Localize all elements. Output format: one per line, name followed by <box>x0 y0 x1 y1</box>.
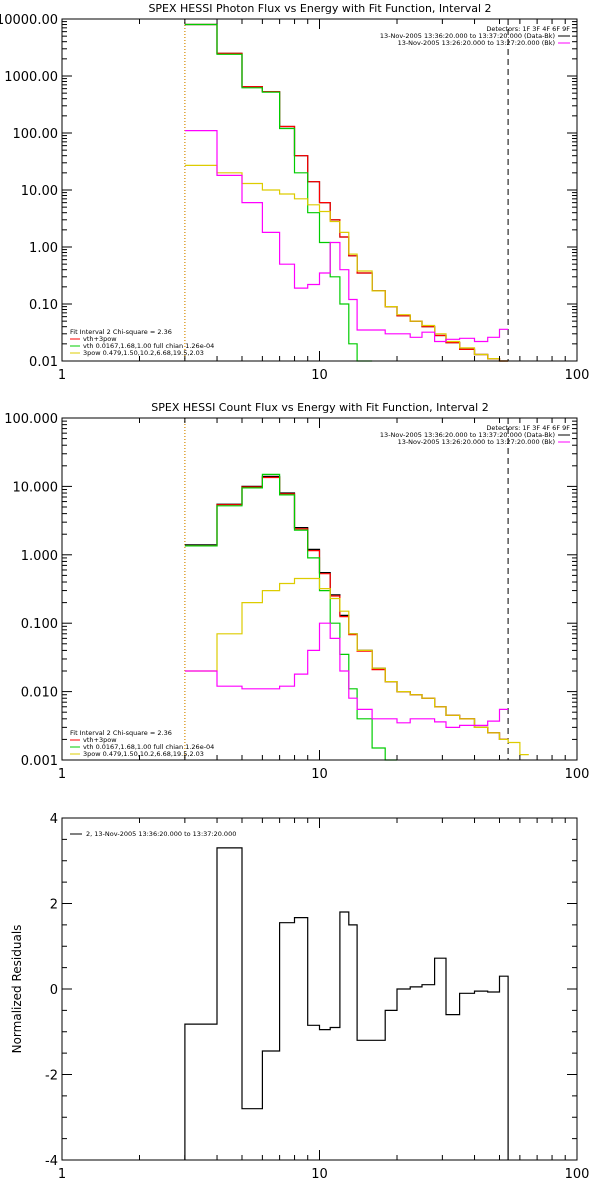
series-line <box>184 622 509 728</box>
y-axis-label: Normalized Residuals <box>10 925 24 1054</box>
count-flux-panel: SPEX HESSI Count Flux vs Energy with Fit… <box>4 401 589 782</box>
legend-text: vth+3pow <box>83 335 117 343</box>
x-tick-label: 100 <box>565 368 590 383</box>
series-line <box>184 164 509 362</box>
series-line <box>184 476 509 740</box>
series-line <box>184 847 509 1160</box>
residuals-panel: 1 10 100 -4 -2 0 2 4 Normalized Residuals 2, 13… <box>10 812 589 1182</box>
y-tick-label: 10.00 <box>21 184 58 199</box>
legend-text: Fit Interval 2 Chi-square = 2.36 <box>70 328 172 336</box>
legend-text: 13-Nov-2005 13:36:20.000 to 13:37:20.000… <box>380 32 555 40</box>
x-tick-label: 10 <box>311 1167 328 1182</box>
legend-topright: Detectors: 1F 3F 4F 6F 9F 13-Nov-2005 13… <box>380 25 570 47</box>
y-tick-label: 100.000 <box>4 412 58 427</box>
x-tick-label: 1 <box>58 368 66 383</box>
y-tick-label: 10.000 <box>13 480 59 495</box>
legend-topleft: 2, 13-Nov-2005 13:36:20.000 to 13:37:20.… <box>70 830 236 838</box>
legend-text: Detectors: 1F 3F 4F 6F 9F <box>486 25 570 33</box>
legend-text: Fit Interval 2 Chi-square = 2.36 <box>70 729 172 737</box>
y-tick-label: -2 <box>45 1069 58 1084</box>
y-tick-label: 100.00 <box>13 127 59 142</box>
legend-text: vth 0.0167,1.68,1.00 full chian 1.26e-04 <box>83 342 214 350</box>
y-tick-label: 10000.00 <box>0 13 58 28</box>
legend-topright: Detectors: 1F 3F 4F 6F 9F 13-Nov-2005 13… <box>380 424 570 446</box>
series-line <box>184 23 509 362</box>
series-line <box>184 473 397 761</box>
chart-title: SPEX HESSI Count Flux vs Energy with Fit… <box>151 401 488 414</box>
photon-flux-panel: SPEX HESSI Photon Flux vs Energy with Fi… <box>0 2 589 383</box>
y-tick-label: 0.001 <box>21 754 58 769</box>
y-tick-label: 0 <box>50 983 58 998</box>
legend-text: 13-Nov-2005 13:36:20.000 to 13:37:20.000… <box>380 431 555 439</box>
legend-bottomleft: Fit Interval 2 Chi-square = 2.36 vth+3po… <box>70 328 214 357</box>
y-tick-label: 0.010 <box>21 686 58 701</box>
x-tick-label: 100 <box>565 1167 590 1182</box>
y-tick-label: 2 <box>50 898 58 913</box>
series-line <box>184 23 373 362</box>
x-tick-label: 1 <box>58 767 66 782</box>
x-tick-label: 10 <box>311 767 328 782</box>
series-line <box>184 130 509 343</box>
legend-bottomleft: Fit Interval 2 Chi-square = 2.36 vth+3po… <box>70 729 214 758</box>
legend-text: Detectors: 1F 3F 4F 6F 9F <box>486 424 570 432</box>
series-line <box>184 577 529 756</box>
y-tick-label: 1.00 <box>29 241 58 256</box>
legend-text: 2, 13-Nov-2005 13:36:20.000 to 13:37:20.… <box>86 830 236 838</box>
chart-title: SPEX HESSI Photon Flux vs Energy with Fi… <box>148 2 491 15</box>
legend-text: vth+3pow <box>83 736 117 744</box>
series-line <box>184 23 509 362</box>
x-tick-label: 100 <box>565 767 590 782</box>
legend-text: 13-Nov-2005 13:26:20.000 to 13:27:20.000… <box>398 39 555 47</box>
legend-text: vth 0.0167,1.68,1.00 full chian 1.26e-04 <box>83 743 214 751</box>
x-tick-label: 1 <box>58 1167 66 1182</box>
legend-text: 13-Nov-2005 13:26:20.000 to 13:27:20.000… <box>398 438 555 446</box>
y-tick-label: 1.000 <box>21 549 58 564</box>
y-tick-label: 4 <box>50 812 58 827</box>
series-line <box>184 475 509 740</box>
y-tick-label: -4 <box>45 1154 58 1169</box>
y-tick-label: 0.10 <box>29 298 58 313</box>
x-tick-label: 10 <box>311 368 328 383</box>
legend-text: 3pow 0.479,1.50,10.2,6.68,19.5,2.03 <box>83 750 204 758</box>
y-tick-label: 0.01 <box>29 355 58 370</box>
legend-text: 3pow 0.479,1.50,10.2,6.68,19.5,2.03 <box>83 349 204 357</box>
y-tick-label: 1000.00 <box>4 70 58 85</box>
y-tick-label: 0.100 <box>21 617 58 632</box>
